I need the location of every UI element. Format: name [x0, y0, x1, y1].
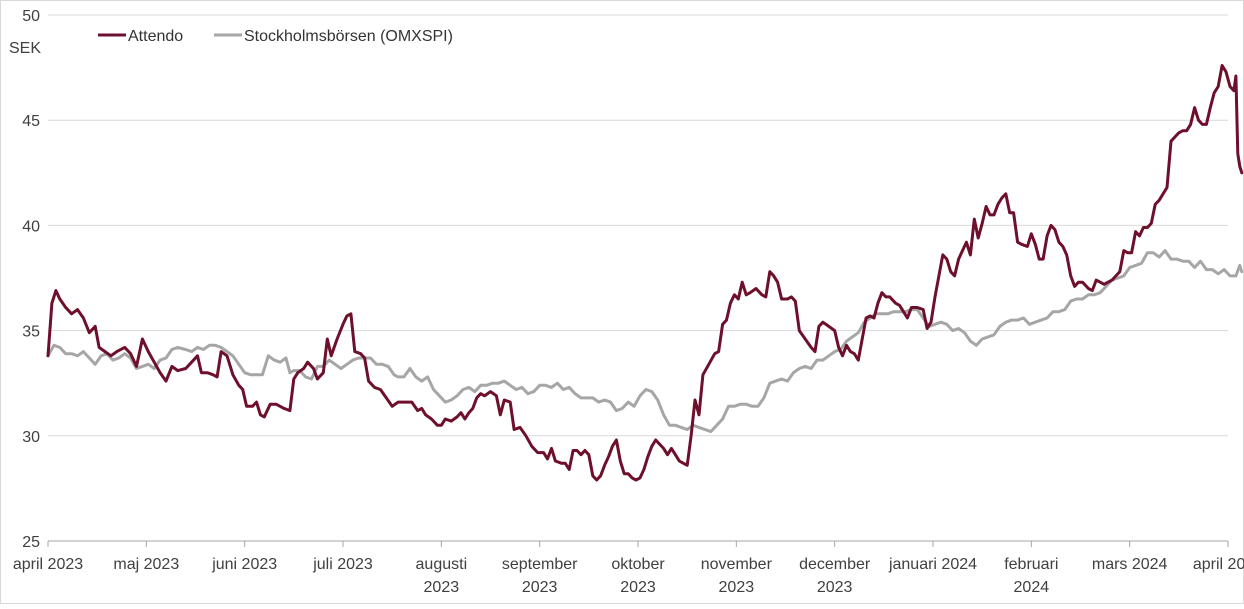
x-tick-label: juli 2023 [312, 556, 373, 573]
x-tick-label: augusti [416, 556, 468, 573]
x-tick-label: april 2023 [13, 556, 83, 573]
legend-label: Stockholmsbörsen (OMXSPI) [244, 28, 453, 45]
x-tick-label: mars 2024 [1092, 556, 1168, 573]
y-tick-label: 35 [22, 324, 40, 341]
y-axis-label: SEK [9, 40, 41, 57]
series-group [46, 64, 1244, 482]
y-tick-label: 45 [22, 113, 40, 130]
y-tick-label: 30 [22, 429, 40, 446]
y-tick-label: 40 [22, 218, 40, 235]
axes: 25 30 35 40 45 50 april 2023 maj 2023 juni 2023 j… [13, 8, 1244, 596]
series-line-attendo [46, 64, 1244, 482]
x-tick-label-year: 2023 [522, 579, 558, 596]
x-tick-label: april 2024 [1193, 556, 1244, 573]
x-tick-label: december [799, 556, 871, 573]
legend-item-attendo: Attendo [98, 28, 183, 45]
x-tick-label-year: 2024 [1014, 579, 1050, 596]
grid-lines [48, 14, 1228, 437]
x-tick-label: januari 2024 [888, 556, 977, 573]
legend-item-omxspi: Stockholmsbörsen (OMXSPI) [214, 28, 453, 45]
x-tick-label: juni 2023 [211, 556, 277, 573]
x-tick-label: oktober [611, 556, 665, 573]
x-tick-label-year: 2023 [817, 579, 853, 596]
y-tick-label: 25 [22, 534, 40, 551]
legend: Attendo Stockholmsbörsen (OMXSPI) [98, 28, 453, 45]
series-line-omxspi [46, 249, 1244, 434]
x-tick-label: november [701, 556, 773, 573]
y-tick-label: 50 [22, 8, 40, 25]
x-tick-label: september [502, 556, 578, 573]
x-tick-label: februari [1004, 556, 1058, 573]
x-tick-label: maj 2023 [113, 556, 179, 573]
legend-label: Attendo [128, 28, 183, 45]
x-tick-label-year: 2023 [719, 579, 755, 596]
x-tick-label-year: 2023 [620, 579, 656, 596]
x-tick-label-year: 2023 [424, 579, 460, 596]
